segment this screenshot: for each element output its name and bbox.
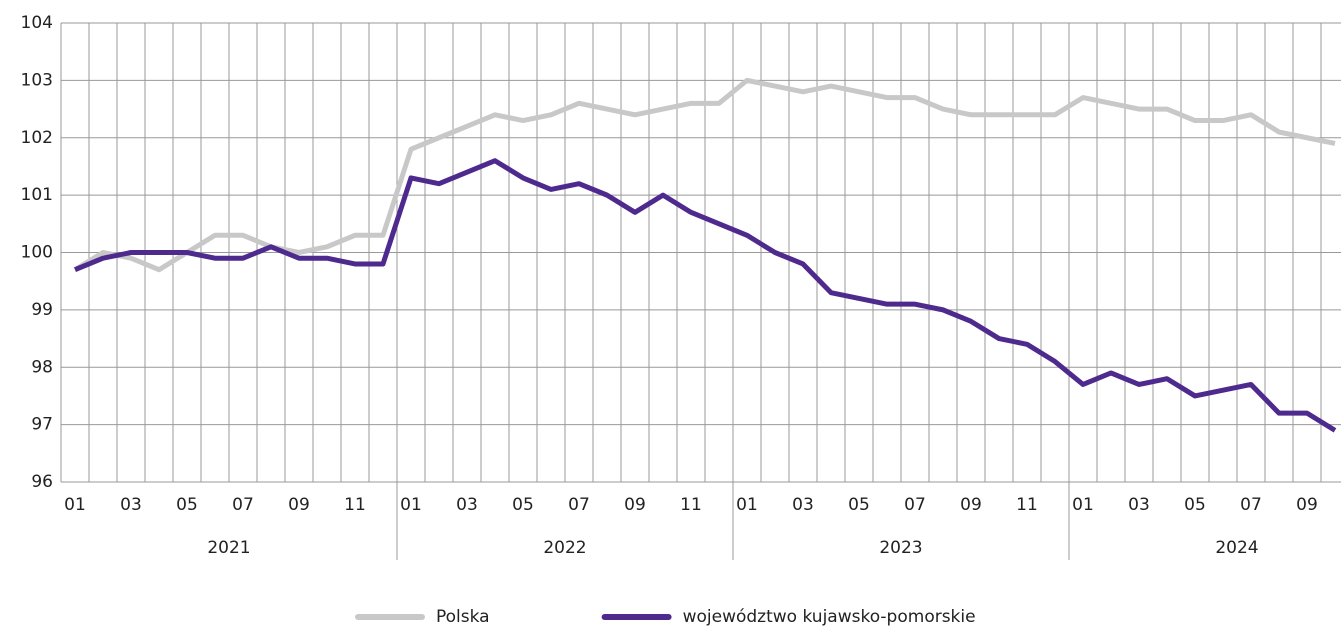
y-tick-label: 102 [21, 128, 53, 148]
series-line [74, 158, 1337, 433]
x-tick-label: 09 [1296, 495, 1318, 515]
legend-label: województwo kujawsko-pomorskie [683, 607, 976, 627]
legend-label: Polska [436, 607, 490, 627]
x-tick-label: 01 [736, 495, 758, 515]
year-label: 2024 [1215, 538, 1258, 558]
x-tick-label: 03 [792, 495, 814, 515]
x-tick-label: 11 [680, 495, 702, 515]
y-tick-label: 98 [31, 357, 53, 377]
x-tick-label: 11 [344, 495, 366, 515]
x-tick-label: 07 [904, 495, 926, 515]
year-label: 2023 [879, 538, 922, 558]
x-tick-label: 09 [960, 495, 982, 515]
x-tick-label: 09 [624, 495, 646, 515]
x-tick-label: 01 [400, 495, 422, 515]
series-line [73, 77, 1336, 273]
x-tick-label: 05 [512, 495, 534, 515]
y-tick-label: 97 [31, 415, 53, 435]
x-tick-label: 01 [64, 495, 86, 515]
x-tick-label: 05 [176, 495, 198, 515]
x-tick-label: 09 [288, 495, 310, 515]
y-tick-label: 104 [21, 13, 53, 33]
x-tick-label: 03 [120, 495, 142, 515]
x-tick-label: 03 [1128, 495, 1150, 515]
x-tick-label: 07 [232, 495, 254, 515]
x-tick-label: 07 [1240, 495, 1262, 515]
year-label: 2021 [207, 538, 250, 558]
y-tick-label: 103 [21, 70, 53, 90]
x-tick-label: 03 [456, 495, 478, 515]
y-tick-label: 100 [21, 243, 53, 263]
x-tick-label: 11 [1016, 495, 1038, 515]
year-label: 2022 [543, 538, 586, 558]
x-tick-label: 05 [1184, 495, 1206, 515]
x-tick-label: 05 [848, 495, 870, 515]
y-tick-label: 96 [31, 472, 53, 492]
y-tick-label: 99 [31, 300, 53, 320]
x-tick-label: 01 [1072, 495, 1094, 515]
x-tick-label: 07 [568, 495, 590, 515]
y-tick-label: 101 [21, 185, 53, 205]
